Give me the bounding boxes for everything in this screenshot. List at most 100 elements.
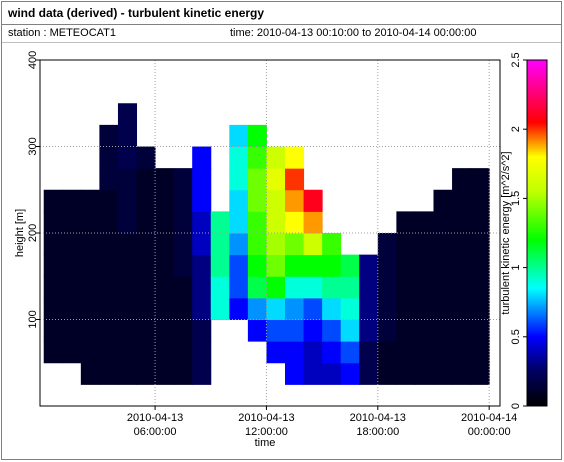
- cell: [433, 233, 453, 256]
- cell: [43, 276, 63, 299]
- title: wind data (derived) - turbulent kinetic …: [7, 6, 264, 20]
- cell: [247, 189, 267, 212]
- cell: [155, 211, 175, 234]
- cell: [192, 168, 212, 191]
- cell: [303, 211, 323, 234]
- cell: [99, 362, 119, 385]
- cell: [136, 233, 156, 256]
- cell: [99, 189, 119, 212]
- cell: [155, 319, 175, 342]
- cell: [303, 233, 323, 256]
- cell: [396, 341, 416, 364]
- cell: [377, 319, 397, 342]
- y-tick-label: 400: [27, 51, 39, 69]
- cell: [266, 211, 286, 234]
- cell: [117, 254, 138, 277]
- cell: [99, 124, 119, 147]
- cell: [452, 362, 472, 385]
- cell: [359, 341, 379, 364]
- cell: [155, 233, 175, 256]
- cell: [99, 233, 119, 256]
- cell: [192, 362, 212, 385]
- x-tick-label: 2010-04-13 06:00:00: [126, 412, 184, 438]
- cell: [80, 362, 100, 385]
- cell: [396, 211, 416, 234]
- cell: [43, 189, 63, 212]
- cell: [285, 146, 305, 169]
- cell: [322, 319, 342, 342]
- cell: [452, 276, 472, 299]
- cell: [136, 168, 156, 191]
- colorbar-tick-label: 0.5: [510, 329, 522, 344]
- cell: [414, 276, 434, 299]
- cell: [470, 341, 490, 364]
- cell: [62, 254, 82, 277]
- cell: [117, 276, 138, 299]
- cell: [62, 233, 82, 256]
- cell: [99, 276, 119, 299]
- cell: [80, 297, 100, 320]
- cell: [117, 146, 138, 169]
- cell: [396, 297, 416, 320]
- cell: [303, 297, 323, 320]
- cell: [136, 254, 156, 277]
- colorbar-tick-label: 1.5: [510, 191, 522, 206]
- y-tick-label: 300: [27, 137, 39, 155]
- cell: [229, 254, 249, 277]
- cell: [173, 341, 193, 364]
- cell: [136, 146, 156, 169]
- cell: [414, 297, 434, 320]
- x-tick-label: 2010-04-13 18:00:00: [349, 412, 406, 438]
- cell: [359, 297, 379, 320]
- cell: [229, 168, 249, 191]
- cell: [303, 319, 323, 342]
- cell: [192, 341, 212, 364]
- y-tick-label: 200: [27, 224, 39, 242]
- cell: [173, 297, 193, 320]
- cell: [210, 254, 230, 277]
- cell: [303, 276, 323, 299]
- cell: [99, 168, 119, 191]
- cell: [470, 319, 490, 342]
- cell: [80, 276, 100, 299]
- cell: [359, 254, 379, 277]
- cell: [210, 276, 230, 299]
- cell: [285, 168, 305, 191]
- cell: [266, 319, 286, 342]
- cell: [99, 319, 119, 342]
- cell: [155, 297, 175, 320]
- cell: [43, 319, 63, 342]
- cell: [117, 362, 138, 385]
- cell: [173, 276, 193, 299]
- cell: [247, 146, 267, 169]
- cell: [433, 254, 453, 277]
- cell: [117, 103, 138, 126]
- heatmap: [43, 103, 490, 385]
- cell: [229, 297, 249, 320]
- cell: [470, 211, 490, 234]
- cell: [173, 168, 193, 191]
- cell: [433, 362, 453, 385]
- cell: [377, 276, 397, 299]
- cell: [340, 319, 360, 342]
- cell: [155, 341, 175, 364]
- cell: [322, 362, 342, 385]
- cell: [414, 341, 434, 364]
- cell: [99, 146, 119, 169]
- cell: [285, 297, 305, 320]
- cell: [322, 254, 342, 277]
- cell: [266, 254, 286, 277]
- cell: [229, 146, 249, 169]
- cell: [396, 319, 416, 342]
- cell: [433, 297, 453, 320]
- cell: [247, 211, 267, 234]
- cell: [266, 297, 286, 320]
- cell: [43, 297, 63, 320]
- cell: [470, 254, 490, 277]
- cell: [155, 254, 175, 277]
- cell: [377, 254, 397, 277]
- cell: [303, 189, 323, 212]
- cell: [470, 297, 490, 320]
